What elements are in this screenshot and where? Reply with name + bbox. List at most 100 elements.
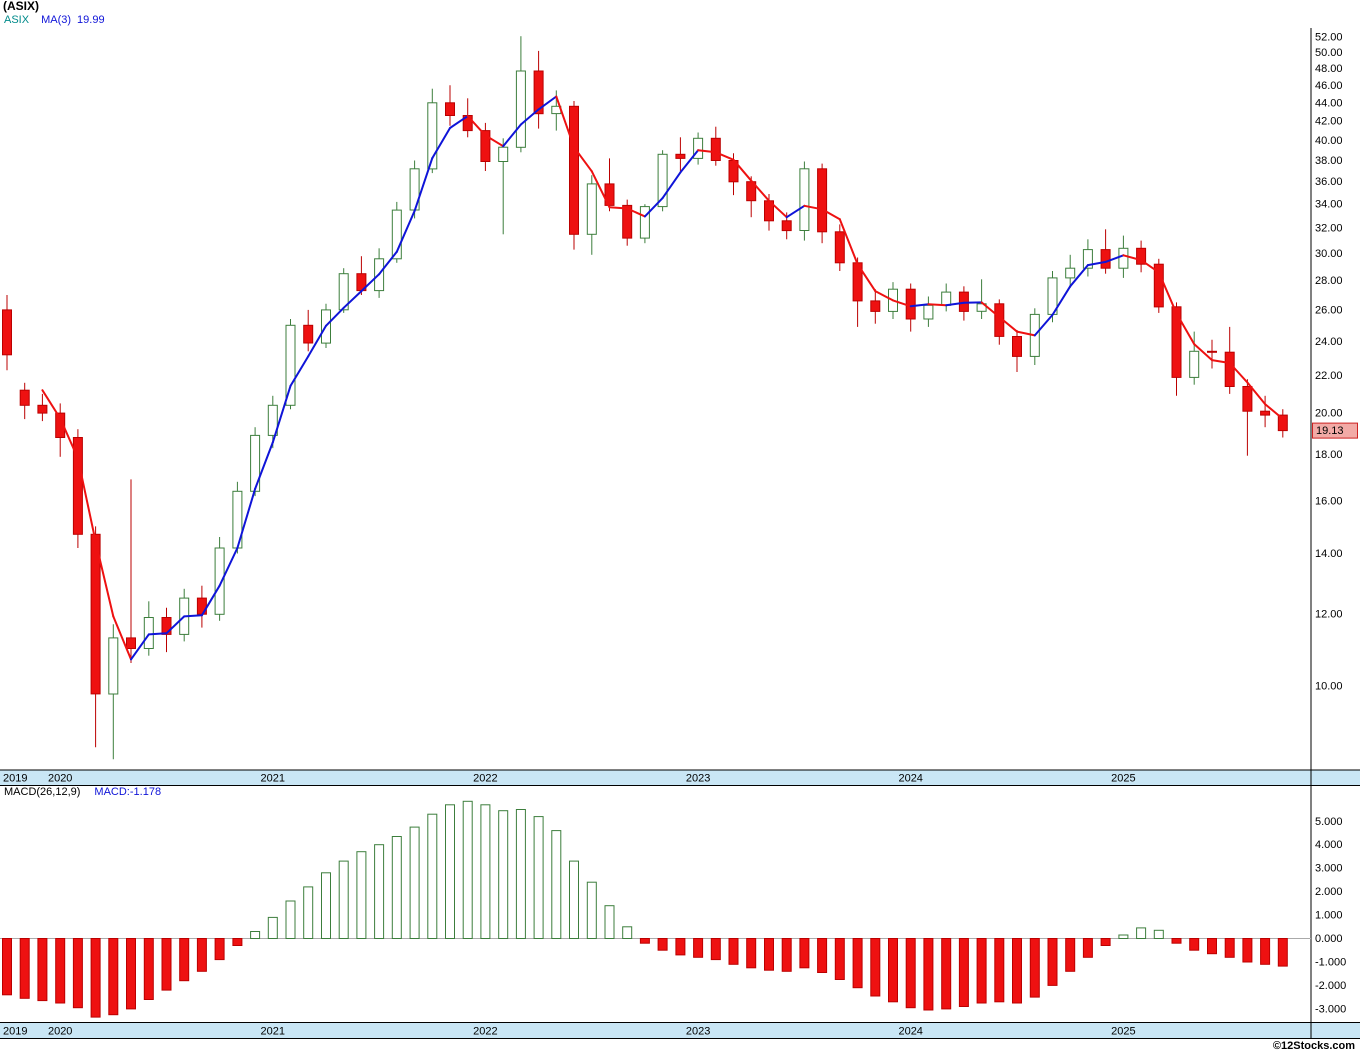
ma-line-segment <box>980 301 1001 318</box>
macd-bar <box>958 938 969 1007</box>
macd-bar <box>1136 927 1147 940</box>
macd-xaxis-band <box>0 1023 1360 1038</box>
candle <box>338 268 349 313</box>
ma-line-segment <box>94 540 115 618</box>
candle <box>1153 258 1164 313</box>
macd-bar <box>870 938 881 997</box>
ma-line-segment <box>413 157 434 212</box>
macd-bar <box>232 938 243 946</box>
macd-bar <box>19 938 30 999</box>
ma-line-segment <box>1051 285 1072 316</box>
macd-bar <box>905 938 916 1009</box>
ma-line-segment <box>643 197 664 218</box>
ma-line-segment <box>537 95 558 111</box>
price-tick-label: 52.00 <box>1315 32 1343 44</box>
candle <box>90 526 101 748</box>
candle <box>1277 409 1288 438</box>
macd-bar <box>710 938 721 961</box>
ma-line-segment <box>342 290 363 309</box>
macd-bar <box>1082 938 1093 958</box>
ma-line-segment <box>325 306 345 327</box>
x-axis-year-label: 2025 <box>1111 1026 1135 1038</box>
candle <box>604 158 615 212</box>
ma-line-segment <box>750 179 770 202</box>
macd-bar <box>586 881 597 940</box>
candle <box>923 296 934 327</box>
macd-bar <box>391 836 402 939</box>
candle <box>161 607 172 653</box>
candle <box>108 624 119 760</box>
x-axis-year-label: 2023 <box>686 1026 710 1038</box>
ma-line-segment <box>1086 260 1107 267</box>
ma-line-segment <box>236 487 257 549</box>
macd-bar <box>55 938 66 1004</box>
candle <box>905 283 916 332</box>
price-tick-label: 48.00 <box>1315 63 1343 75</box>
candle <box>799 161 810 241</box>
macd-bar <box>480 804 491 939</box>
ma-line-segment <box>590 170 611 209</box>
macd-bar <box>427 813 438 940</box>
ma-line-segment <box>909 303 930 308</box>
ma-line-segment <box>360 273 381 293</box>
candle <box>2 295 12 371</box>
ma-line-segment <box>1246 381 1267 406</box>
candle <box>1171 302 1182 396</box>
candle <box>1136 240 1147 273</box>
price-tick-label: 32.00 <box>1315 223 1343 235</box>
candle <box>37 393 48 422</box>
ma-line-segment <box>608 206 629 210</box>
macd-bar <box>1242 938 1253 963</box>
macd-bar <box>515 809 526 939</box>
candle <box>303 309 314 352</box>
ma-line-segment <box>484 134 505 148</box>
x-axis-year-label: 2019 <box>3 773 27 785</box>
macd-bar <box>746 938 757 969</box>
macd-bar <box>1153 929 1164 939</box>
ma-line-segment <box>768 199 788 219</box>
macd-bar <box>445 804 455 939</box>
candle <box>817 163 828 244</box>
x-axis-year-label: 2019 <box>3 1026 27 1038</box>
candle <box>941 283 952 312</box>
candle <box>976 279 987 319</box>
candle <box>250 427 261 497</box>
price-tick-label: 42.00 <box>1315 116 1343 128</box>
ma-line-segment <box>76 457 97 543</box>
macd-tick-label: 1.000 <box>1315 910 1343 922</box>
macd-bar <box>161 938 172 991</box>
ma-line-segment <box>1157 271 1178 315</box>
ma-line-segment <box>183 614 203 618</box>
candle <box>1224 326 1235 394</box>
ma-line-segment <box>998 316 1018 333</box>
ma-line-segment <box>1140 259 1160 274</box>
macd-bar <box>356 851 367 940</box>
candle <box>143 601 154 656</box>
candle <box>533 50 544 129</box>
macd-bar <box>764 938 774 971</box>
macd-bar <box>72 938 83 1009</box>
price-tick-label: 36.00 <box>1315 176 1343 188</box>
x-axis-year-label: 2024 <box>898 1026 922 1038</box>
candle <box>126 479 136 663</box>
macd-bar <box>1047 938 1058 986</box>
macd-bar <box>1118 934 1129 939</box>
candle <box>445 85 455 126</box>
legend-ma-value: 19.99 <box>77 14 105 26</box>
ma-line-segment <box>395 209 416 253</box>
candle <box>1189 331 1200 385</box>
macd-bar <box>126 938 136 1010</box>
candle <box>1065 254 1076 288</box>
ma-line-segment <box>945 301 965 307</box>
macd-bar <box>303 886 314 940</box>
candle <box>675 137 686 171</box>
ma-line-segment <box>130 633 150 661</box>
ma-line-segment <box>838 218 859 266</box>
ma-line-segment <box>803 204 824 211</box>
ma-line-segment <box>218 547 239 587</box>
last-price-tag: 19.13 <box>1312 422 1358 439</box>
macd-bar <box>179 938 190 982</box>
macd-bar <box>462 800 473 939</box>
ma-line-segment <box>1069 264 1089 288</box>
price-tick-label: 28.00 <box>1315 275 1343 287</box>
